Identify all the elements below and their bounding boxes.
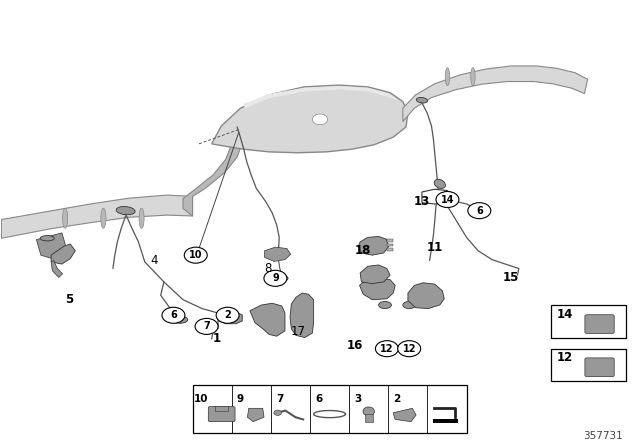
Text: 16: 16 xyxy=(347,339,364,352)
Ellipse shape xyxy=(379,302,392,309)
Polygon shape xyxy=(393,408,416,422)
Ellipse shape xyxy=(139,208,144,228)
Polygon shape xyxy=(36,233,68,260)
Polygon shape xyxy=(1,195,193,238)
Bar xyxy=(550,349,626,381)
Text: 11: 11 xyxy=(427,241,443,254)
Text: 10: 10 xyxy=(194,394,209,404)
Text: 9: 9 xyxy=(272,273,279,283)
Polygon shape xyxy=(358,237,389,255)
Ellipse shape xyxy=(470,68,475,86)
Circle shape xyxy=(397,340,420,357)
Polygon shape xyxy=(250,303,285,336)
Polygon shape xyxy=(220,312,243,324)
FancyBboxPatch shape xyxy=(585,358,614,377)
Ellipse shape xyxy=(403,302,415,309)
Bar xyxy=(387,248,394,251)
Text: 10: 10 xyxy=(189,250,202,260)
Ellipse shape xyxy=(417,98,428,103)
Ellipse shape xyxy=(472,207,486,214)
Circle shape xyxy=(376,340,398,357)
Text: 1: 1 xyxy=(212,332,221,345)
Bar xyxy=(193,385,467,433)
Bar xyxy=(433,418,458,423)
Polygon shape xyxy=(51,244,76,264)
Polygon shape xyxy=(248,408,264,422)
Text: 5: 5 xyxy=(65,293,74,306)
Polygon shape xyxy=(244,86,399,108)
Circle shape xyxy=(274,410,282,415)
Text: 14: 14 xyxy=(557,308,573,321)
Polygon shape xyxy=(360,265,390,284)
Text: 15: 15 xyxy=(503,271,519,284)
Polygon shape xyxy=(264,247,291,261)
Text: 2: 2 xyxy=(393,394,401,404)
Polygon shape xyxy=(408,283,444,309)
Ellipse shape xyxy=(100,208,106,228)
FancyBboxPatch shape xyxy=(585,314,614,333)
Text: 14: 14 xyxy=(441,194,454,205)
Ellipse shape xyxy=(445,68,450,86)
Bar xyxy=(365,414,372,422)
Bar xyxy=(215,406,228,410)
Bar xyxy=(387,244,394,246)
Polygon shape xyxy=(422,189,451,204)
Polygon shape xyxy=(183,121,246,216)
Text: 357731: 357731 xyxy=(583,431,623,441)
Circle shape xyxy=(468,202,491,219)
Polygon shape xyxy=(1,213,52,235)
Polygon shape xyxy=(290,293,314,337)
Text: 6: 6 xyxy=(315,394,322,404)
Circle shape xyxy=(312,114,328,125)
Text: 6: 6 xyxy=(170,310,177,320)
Text: 2: 2 xyxy=(224,310,231,320)
Polygon shape xyxy=(360,277,395,300)
Ellipse shape xyxy=(363,407,374,416)
Polygon shape xyxy=(403,66,588,121)
Circle shape xyxy=(195,319,218,334)
Text: 7: 7 xyxy=(203,321,210,332)
Text: 7: 7 xyxy=(276,394,283,404)
Text: 4: 4 xyxy=(150,254,158,267)
Text: 18: 18 xyxy=(355,244,371,257)
Circle shape xyxy=(436,191,459,207)
Text: 6: 6 xyxy=(476,206,483,215)
Ellipse shape xyxy=(275,275,288,281)
Circle shape xyxy=(216,307,239,323)
Polygon shape xyxy=(51,260,63,277)
Ellipse shape xyxy=(434,179,445,189)
Ellipse shape xyxy=(172,316,188,323)
Text: 12: 12 xyxy=(380,344,394,353)
Polygon shape xyxy=(212,85,408,153)
Text: 8: 8 xyxy=(264,262,271,275)
Bar xyxy=(387,239,394,242)
Text: 12: 12 xyxy=(557,351,573,364)
Text: 9: 9 xyxy=(237,394,244,404)
Text: 13: 13 xyxy=(414,195,430,208)
Circle shape xyxy=(184,247,207,263)
Bar xyxy=(550,306,626,337)
Ellipse shape xyxy=(40,236,54,241)
Circle shape xyxy=(264,270,287,286)
Ellipse shape xyxy=(116,207,135,215)
Text: 12: 12 xyxy=(403,344,416,353)
FancyBboxPatch shape xyxy=(208,406,235,422)
Polygon shape xyxy=(233,96,349,138)
Text: 3: 3 xyxy=(354,394,362,404)
Circle shape xyxy=(162,307,185,323)
Ellipse shape xyxy=(63,208,68,228)
Text: 17: 17 xyxy=(290,325,305,338)
